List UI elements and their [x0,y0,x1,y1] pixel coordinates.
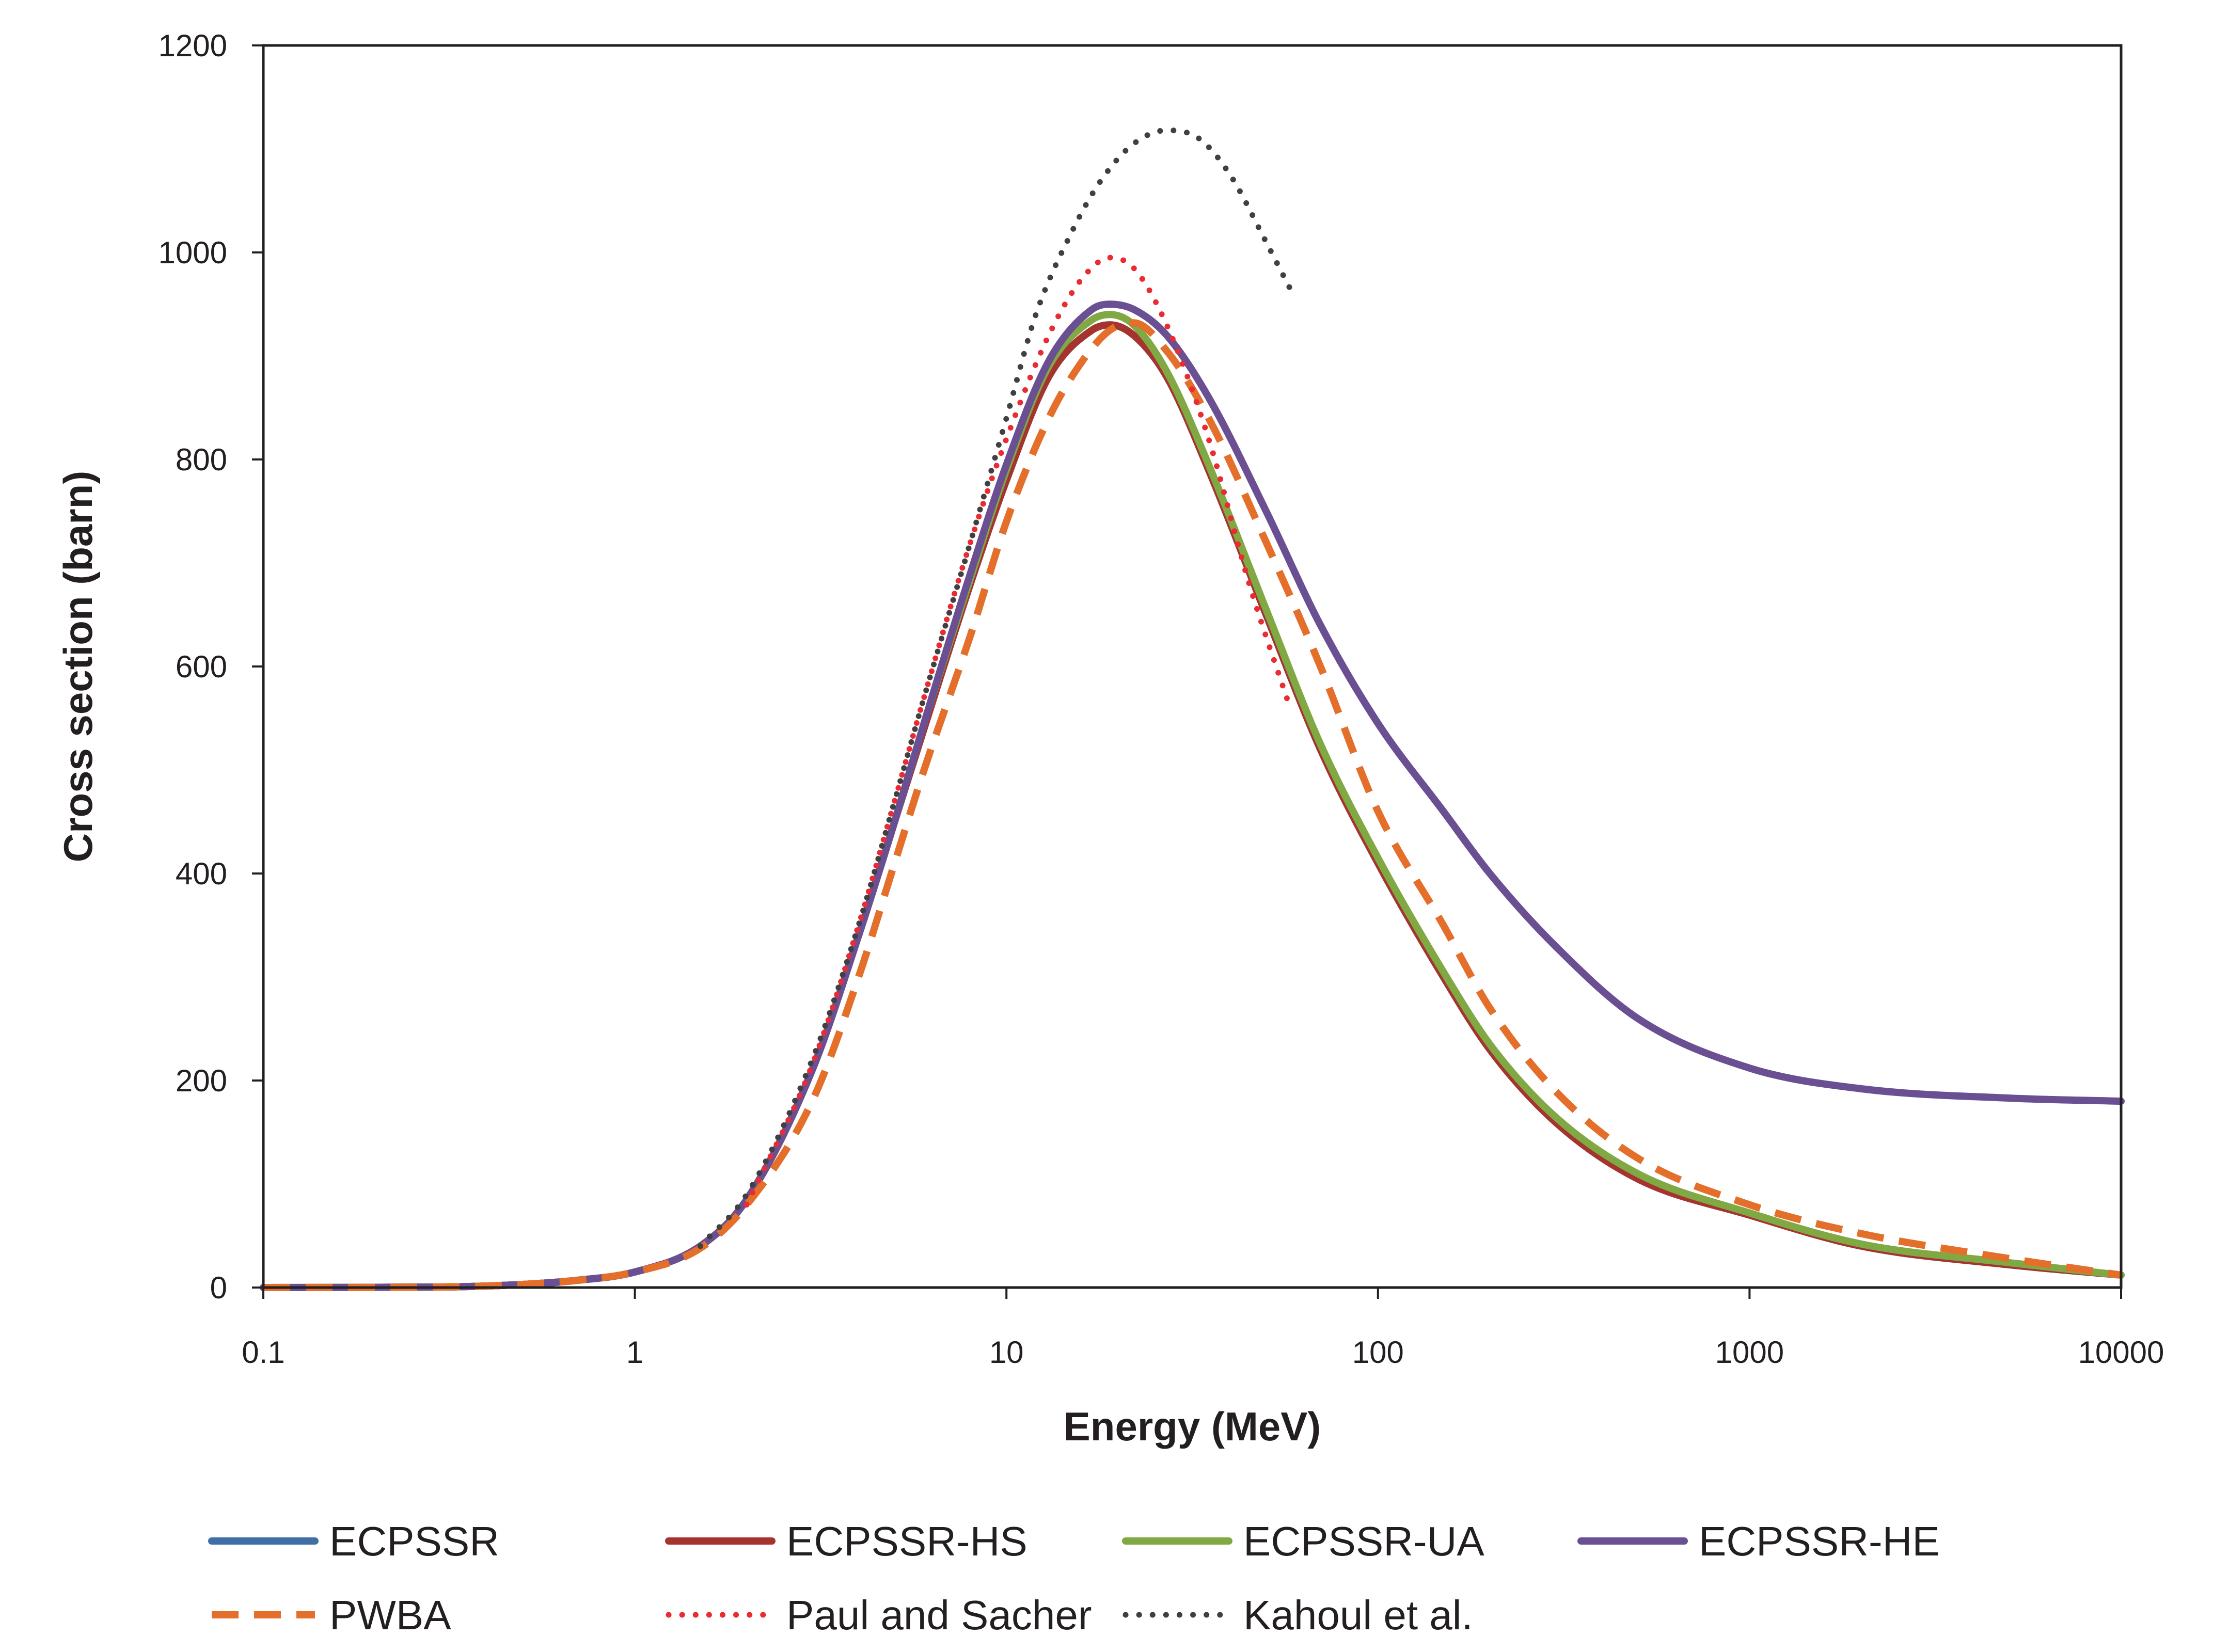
y-tick-label: 600 [176,649,227,684]
series-line-6 [744,255,1293,1208]
legend-label: ECPSSR-HS [786,1518,1027,1564]
y-tick-label: 800 [176,442,227,477]
x-tick-label: 10 [989,1335,1024,1370]
legend-label: ECPSSR-UA [1243,1518,1484,1564]
y-axis-title: Cross section (barn) [55,471,101,862]
x-tick-label: 1 [626,1335,643,1370]
legend-label: ECPSSR [329,1518,499,1564]
y-tick-label: 200 [176,1063,227,1098]
series-line-7 [697,127,1293,1249]
y-tick-label: 0 [210,1270,227,1305]
y-tick-label: 400 [176,856,227,891]
y-tick-label: 1000 [159,235,227,270]
x-tick-label: 1000 [1715,1335,1784,1370]
x-axis-title: Energy (MeV) [1064,1404,1321,1449]
plot-lines [260,127,2125,1291]
legend-label: ECPSSR-HE [1699,1518,1940,1564]
x-axis-ticks: 0.1 1 10 100 1000 10000 [242,1288,2164,1370]
legend-label: Paul and Sacher [786,1592,1092,1638]
x-tick-label: 0.1 [242,1335,284,1370]
legend: ECPSSR ECPSSR-HS ECPSSR-UA ECPSSR-HE PWBA Pau… [208,1518,1940,1638]
x-tick-label: 10000 [2078,1335,2164,1370]
y-tick-label: 1200 [159,28,227,63]
series-line-5 [263,319,2122,1291]
y-axis-ticks: 0 200 400 600 800 1000 1200 [159,28,263,1305]
legend-label: PWBA [329,1592,451,1638]
x-tick-label: 100 [1352,1335,1404,1370]
legend-label: Kahoul et al. [1243,1592,1473,1638]
